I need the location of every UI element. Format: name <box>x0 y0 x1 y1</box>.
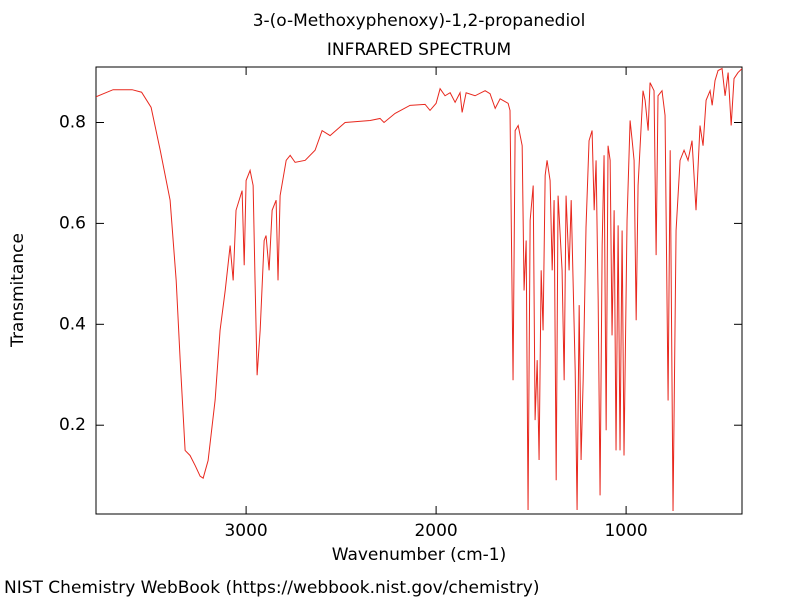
y-tick-label: 0.2 <box>59 415 86 435</box>
x-tick-label: 2000 <box>414 521 457 541</box>
y-tick-label: 0.4 <box>59 314 86 334</box>
y-axis-label: Transmitance <box>8 233 28 348</box>
x-tick-label: 3000 <box>224 521 267 541</box>
footer: NIST Chemistry WebBook (https://webbook.… <box>4 578 539 598</box>
chart-subtitle: INFRARED SPECTRUM <box>327 40 511 60</box>
x-axis-label: Wavenumber (cm-1) <box>332 545 507 565</box>
spectrum-line <box>96 67 742 511</box>
y-tick-label: 0.8 <box>59 112 86 132</box>
y-tick-label: 0.6 <box>59 213 86 233</box>
x-tick-label: 1000 <box>604 521 647 541</box>
chart-title: 3-(o-Methoxyphenoxy)-1,2-propanediol <box>253 11 586 31</box>
plot-frame <box>95 66 743 515</box>
